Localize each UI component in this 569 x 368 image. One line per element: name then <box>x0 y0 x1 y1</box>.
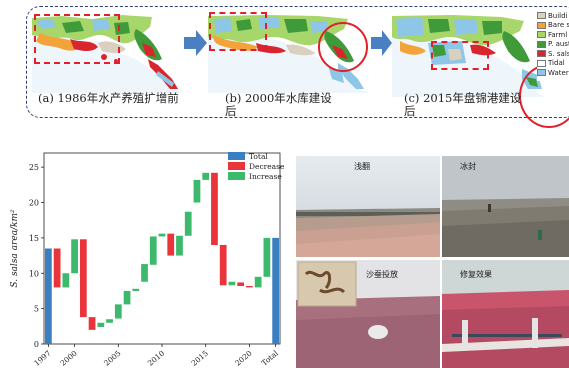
bar-increase <box>228 281 236 286</box>
bar-increase <box>106 319 113 323</box>
y-tick-label: 0 <box>34 340 39 349</box>
x-tick-label: 1997 <box>32 348 53 367</box>
x-tick-label: 2005 <box>102 348 123 367</box>
photo-shallow-plowing: 浅翻 <box>296 156 440 257</box>
plot-frame <box>43 152 281 345</box>
y-axis-label: S. salsa area/km² <box>10 209 20 288</box>
bar-increase <box>193 179 201 203</box>
y-tick-label: 10 <box>29 269 39 278</box>
photo-label: 浅翻 <box>354 162 370 171</box>
x-tick-label: 2020 <box>233 348 254 367</box>
circle-highlight <box>318 22 368 72</box>
bar-increase <box>158 233 166 237</box>
waterfall-chart: 0 5 10 15 20 25 1997 2000 2005 2010 2015 2020 Total S… <box>10 152 285 368</box>
bar-total <box>45 248 52 344</box>
legend-swatch <box>537 59 546 67</box>
photo-restoration-effect: 修复效果 <box>442 260 569 368</box>
bar-increase <box>149 236 157 265</box>
arrow-right-icon <box>371 30 392 56</box>
legend-item: S. sals <box>537 49 569 59</box>
legend-label: S. sals <box>548 49 569 58</box>
bar-decrease <box>211 172 218 245</box>
legend-label: Farml <box>548 30 568 39</box>
bar-decrease <box>246 285 253 288</box>
legend-swatch <box>228 172 245 180</box>
bar-decrease <box>219 244 227 286</box>
y-tick-label: 5 <box>34 305 39 314</box>
y-tick-label: 25 <box>29 163 39 172</box>
legend-swatch <box>228 162 245 170</box>
legend-item: Tidal <box>537 59 569 69</box>
x-tick-label: 2000 <box>58 348 79 367</box>
bar-total <box>272 237 279 344</box>
caption-2000-line2: 后 <box>225 104 237 118</box>
photo-ice-bound: 冰封 <box>442 156 569 257</box>
bar-increase <box>202 172 210 180</box>
legend-swatch <box>537 40 546 48</box>
y-tick-label: 15 <box>29 234 39 243</box>
photo-label: 冰封 <box>460 162 476 171</box>
legend-label: Decrease <box>249 162 285 171</box>
arrow-right-icon <box>184 30 207 56</box>
dashed-highlight-box <box>34 14 120 64</box>
legend-label: Water <box>548 68 569 77</box>
photo-label: 沙蚕投放 <box>366 270 398 279</box>
photo-sandworm-release: 沙蚕投放 <box>296 260 440 368</box>
bar-decrease <box>237 282 245 286</box>
bar-decrease <box>79 239 87 318</box>
legend-swatch <box>537 21 546 29</box>
bar-increase <box>97 322 105 328</box>
legend-item: P. aust <box>537 40 569 50</box>
caption-2000-line1: (b) 2000年水库建设 <box>225 91 332 105</box>
legend-item: Bare s <box>537 21 569 31</box>
photo-label: 修复效果 <box>460 270 492 279</box>
x-tick-label: 2010 <box>146 348 167 367</box>
x-tick-label: 2015 <box>190 348 211 367</box>
caption-1986: (a) 1986年水产养殖扩增前 <box>38 91 179 105</box>
bar-decrease <box>88 317 96 330</box>
legend-swatch <box>228 152 245 160</box>
caption-2015-line1: (c) 2015年盘锦港建设 <box>404 91 522 105</box>
bar-decrease <box>53 248 61 288</box>
bar-increase <box>184 211 192 236</box>
legend-swatch <box>537 50 546 58</box>
caption-2000: (b) 2000年水库建设 后 <box>225 92 332 118</box>
legend-swatch <box>537 12 546 20</box>
legend-label: Total <box>249 152 268 161</box>
legend-label: Bare s <box>548 21 569 30</box>
flow-panel-border <box>26 6 569 118</box>
dashed-highlight-box <box>209 12 267 51</box>
legend-item: Buildi <box>537 11 569 21</box>
x-tick-label: Total <box>260 348 281 367</box>
caption-2015-line2: 后 <box>404 104 416 118</box>
legend-label: P. aust <box>548 40 569 49</box>
bar-increase <box>71 239 78 274</box>
y-tick-label: 20 <box>29 199 39 208</box>
legend-item: Farml <box>537 30 569 40</box>
bar-increase <box>141 264 148 282</box>
caption-2015: (c) 2015年盘锦港建设 后 <box>404 92 521 118</box>
bar-increase <box>263 237 271 277</box>
legend-label: Tidal <box>548 59 565 68</box>
bar-increase <box>123 290 131 305</box>
legend-swatch <box>537 69 546 77</box>
bar-increase <box>62 273 70 288</box>
bar-increase <box>254 276 262 288</box>
bar-increase <box>176 235 183 256</box>
bar-increase <box>114 304 122 319</box>
legend-label: Increase <box>249 172 282 181</box>
map-legend: Buildi Bare s Farml P. aust S. sals Tidal Wate… <box>537 11 569 81</box>
dashed-highlight-box <box>431 41 489 70</box>
legend-label: Buildi <box>548 11 568 20</box>
bar-increase <box>132 288 140 291</box>
bar-decrease <box>167 233 175 256</box>
legend-item: Water <box>537 68 569 78</box>
legend-swatch <box>537 31 546 39</box>
